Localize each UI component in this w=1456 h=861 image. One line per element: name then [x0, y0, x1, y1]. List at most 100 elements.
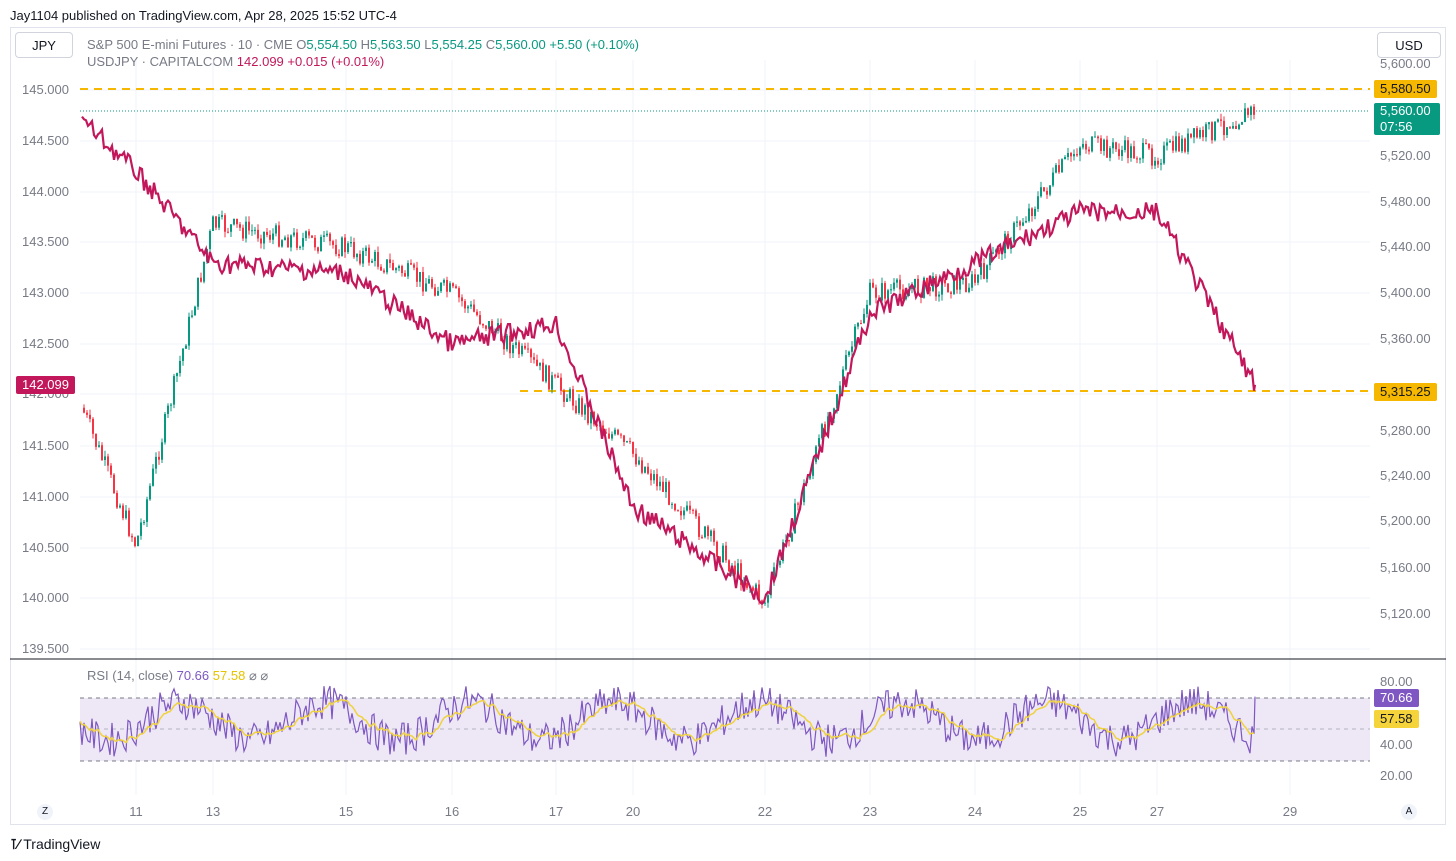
rsi-ma-price-label: 57.58 [1374, 710, 1419, 728]
open-label: O [296, 37, 307, 52]
candle-body [752, 587, 754, 591]
candle-body [395, 268, 397, 271]
left-axis-tick: 143.000 [22, 285, 69, 300]
candle-body [1202, 129, 1204, 138]
candle-body [536, 359, 538, 366]
candle-body [1097, 136, 1099, 139]
candle-body [881, 283, 883, 301]
candle-body [605, 432, 607, 434]
candle-body [1070, 153, 1072, 157]
candle-body [248, 221, 250, 231]
candle-body [845, 355, 847, 370]
candle-body [485, 325, 487, 329]
candle-body [905, 295, 907, 300]
candle-body [449, 283, 451, 292]
candle-body [326, 233, 328, 236]
symbol-button[interactable]: JPY [15, 32, 73, 58]
candle-body [758, 584, 760, 601]
candle-body [1250, 106, 1252, 115]
rsi-axis-tick: 20.00 [1380, 768, 1413, 783]
candle-body [1208, 122, 1210, 125]
candle-body [533, 357, 535, 360]
time-axis-tick: 29 [1282, 804, 1298, 819]
candle-body [812, 462, 814, 476]
candle-body [1205, 124, 1207, 138]
candle-body [317, 247, 319, 252]
candle-body [185, 345, 187, 349]
candle-body [821, 424, 823, 439]
candle-body [419, 272, 421, 282]
auto-scale-button[interactable]: A [1401, 804, 1417, 820]
candle-body [704, 526, 706, 538]
candle-body [788, 540, 790, 542]
close-value: 5,560.00 [495, 37, 546, 52]
candle-body [473, 304, 475, 312]
grid [80, 60, 1370, 795]
candle-body [836, 394, 838, 409]
time-axis-tick: 25 [1072, 804, 1088, 819]
candle-body [1019, 221, 1021, 226]
footer-brand: TradingView [23, 836, 101, 852]
candle-body [1199, 129, 1201, 138]
candle-body [110, 465, 112, 475]
usdjpy-change: +0.015 (+0.01%) [287, 54, 385, 69]
zoom-button[interactable]: Z [37, 804, 53, 820]
es-name: S&P 500 E-mini Futures · 10 · CME [87, 37, 293, 52]
candle-body [683, 510, 685, 516]
right-axis-tick: 5,480.00 [1380, 194, 1431, 209]
candle-body [440, 282, 442, 292]
candle-body [1088, 149, 1090, 152]
currency-button[interactable]: USD [1377, 32, 1441, 58]
candle-body [443, 279, 445, 283]
candle-body [422, 272, 424, 292]
time-axis-tick: 16 [444, 804, 460, 819]
candle-body [527, 348, 529, 350]
left-axis-tick: 144.500 [22, 133, 69, 148]
candle-body [314, 237, 316, 248]
candle-body [368, 247, 370, 263]
candle-body [1181, 138, 1183, 152]
candle-body [1085, 143, 1087, 150]
candle-body [1220, 119, 1222, 121]
candle-body [653, 474, 655, 481]
candle-body [596, 424, 598, 426]
candle-body [284, 237, 286, 241]
candle-body [275, 225, 277, 234]
candle-body [1016, 221, 1018, 223]
candle-body [1028, 208, 1030, 221]
rsi-axis-tick: 40.00 [1380, 737, 1413, 752]
candle-body [767, 595, 769, 603]
candle-body [431, 279, 433, 288]
candle-body [152, 468, 154, 486]
candle-body [1157, 160, 1159, 165]
candle-body [656, 474, 658, 487]
candle-body [911, 287, 913, 290]
candle-body [1067, 153, 1069, 158]
left-axis-tick: 139.500 [22, 641, 69, 656]
candle-body [1037, 196, 1039, 209]
left-axis-tick: 144.000 [22, 184, 69, 199]
candle-body [629, 441, 631, 443]
left-axis-tick: 142.500 [22, 336, 69, 351]
candle-body [281, 240, 283, 247]
candle-body [617, 429, 619, 435]
candle-body [1055, 165, 1057, 173]
candle-body [1142, 142, 1144, 159]
candle-body [230, 224, 232, 232]
es-change: +5.50 (+0.10%) [549, 37, 639, 52]
candle-body [572, 389, 574, 406]
candle-body [944, 279, 946, 284]
candle-body [311, 235, 313, 238]
candle-body [818, 438, 820, 447]
candle-body [635, 453, 637, 465]
candle-body [1232, 126, 1234, 129]
candle-body [962, 277, 964, 281]
candle-body [197, 277, 199, 307]
candle-body [1211, 122, 1213, 141]
candle-body [857, 323, 859, 327]
visibility-icon[interactable]: ⌀ ⌀ [248, 668, 269, 683]
candle-body [1145, 142, 1147, 144]
candle-body [557, 375, 559, 378]
candle-body [1043, 187, 1045, 191]
